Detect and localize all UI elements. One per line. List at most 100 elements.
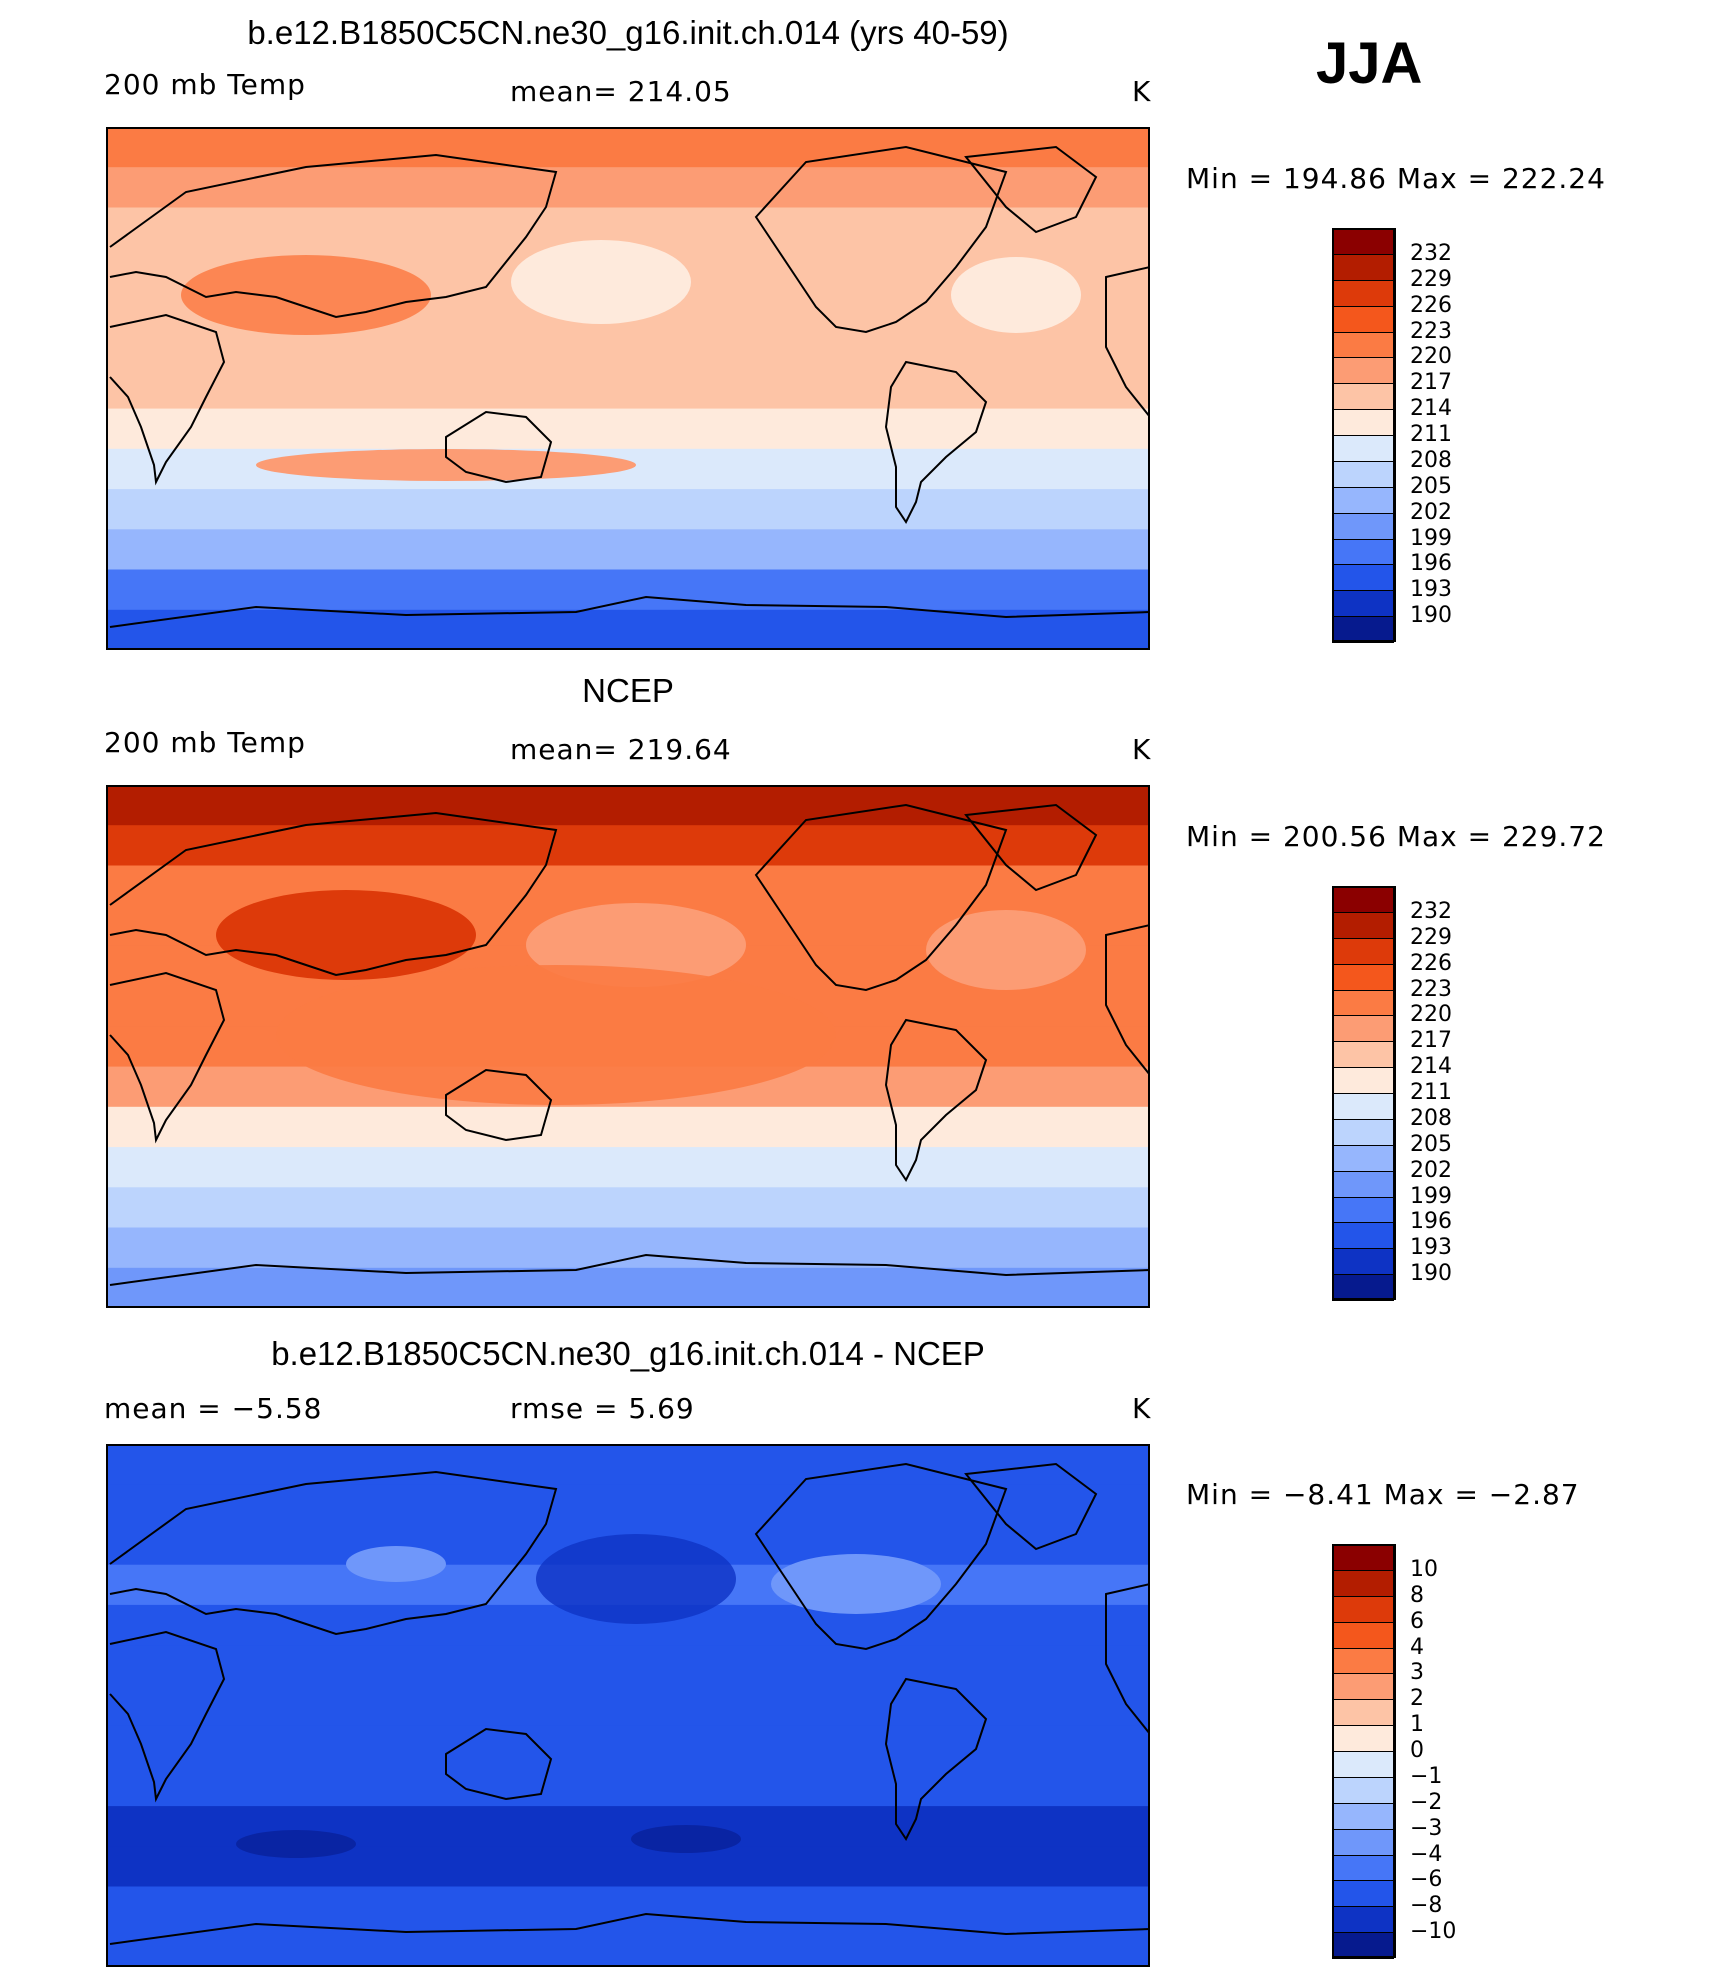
colorbar-swatch [1332,989,1394,1017]
coast-antarctica [109,1912,1150,1945]
colorbar-swatch [1332,1015,1394,1043]
colorbar-tick-label: 199 [1410,525,1452,551]
lat-band [106,408,1150,450]
colorbar-swatch [1332,1854,1394,1882]
coast-south-america [884,1677,988,1841]
colorbar-swatch [1332,331,1394,359]
colorbar-swatch [1332,1544,1394,1571]
lat-band [106,529,1150,571]
colorbar-tick-label: 202 [1410,1157,1452,1183]
colorbar-tick-label: 229 [1410,266,1452,292]
panel-3-map [106,1444,1150,1967]
colorbar-tick-label: 0 [1410,1738,1424,1763]
coast-africa [109,1630,226,1803]
coast-australia [445,1068,553,1142]
colorbar-swatch [1332,538,1394,566]
colorbar-swatch [1332,435,1394,462]
lat-band [106,785,1150,827]
colorbar-tick-label: 220 [1410,344,1452,370]
lat-band [106,1886,1150,1928]
panel-2-map [106,785,1150,1308]
colorbar-tick-label: −4 [1410,1841,1443,1867]
coast-africa [109,971,226,1144]
panel-2-frame [106,785,1150,1308]
lat-band [106,328,1150,370]
colorbar-tick-label: 193 [1410,1235,1452,1261]
lat-band [106,1926,1150,1967]
colorbar-swatch [1332,1802,1394,1830]
colorbar-tick-label: 223 [1410,318,1452,344]
colorbar-tick-label: 211 [1410,1080,1452,1105]
lat-band [106,1645,1150,1687]
south-dark-blob-1 [236,1830,356,1858]
lat-band [106,1685,1150,1727]
lat-band [106,167,1150,209]
lat-band [106,1187,1150,1229]
north-america-light-blob [771,1554,941,1614]
colorbar-tick-label: 2 [1410,1686,1424,1712]
coast-antarctica [109,595,1150,628]
atlantic-cool-region [951,257,1081,333]
indo-pacific-warm-region [276,965,836,1105]
panel-3-minmax: Min = −8.41 Max = −2.87 [1186,1478,1580,1511]
coast-africa-east [1105,923,1150,1077]
season-label: JJA [1316,31,1423,96]
panel-1-minmax: Min = 194.86 Max = 222.24 [1186,162,1606,195]
colorbar-swatch [1332,279,1394,307]
coast-south-america [884,360,988,524]
colorbar-swatch [1332,305,1394,333]
panel-2-minmax: Min = 200.56 Max = 229.72 [1186,820,1606,853]
south-dark-blob-2 [631,1825,741,1853]
colorbar-tick-label: 217 [1410,1028,1452,1054]
colorbar-tick-label: 4 [1410,1634,1424,1660]
coast-north-america [754,145,1008,334]
colorbar-tick-label: 3 [1410,1660,1424,1686]
colorbar-swatch [1332,228,1394,255]
lat-band [106,1147,1150,1189]
colorbar-tick-label: 208 [1410,1105,1452,1131]
panel-3-map-svg [106,1444,1150,1967]
colorbar-swatch [1332,1196,1394,1224]
colorbar-tick-label: 220 [1410,1002,1452,1028]
coast-eurasia [109,811,558,977]
colorbar-swatch [1332,1699,1394,1727]
colorbar-swatch [1332,1222,1394,1250]
lat-band [106,1227,1150,1269]
panel-3-units-label: K [1132,1392,1152,1425]
colorbar-swatch [1332,253,1394,281]
panel-1-units-label: K [1132,75,1152,108]
colorbar-swatch [1332,1041,1394,1069]
colorbar-tick-label: 217 [1410,370,1452,396]
colorbar-tick-label: 190 [1410,603,1452,629]
colorbar-swatch [1332,1093,1394,1120]
lat-band [106,1267,1150,1308]
colorbar-swatch [1332,1248,1394,1276]
colorbar-tick-label: 226 [1410,950,1452,976]
lat-band [106,1765,1150,1807]
pacific-cool-region [511,240,691,324]
coast-north-america [754,1462,1008,1651]
pacific-dark-blob [536,1534,736,1624]
colorbar-swatch [1332,1906,1394,1934]
colorbar-tick-label: −8 [1410,1893,1443,1919]
lat-band [106,825,1150,867]
colorbar-tick-label: 196 [1410,1209,1452,1235]
panel-1-coastlines [109,145,1150,628]
colorbar-tick-label: 232 [1410,240,1452,266]
panel-3-features [236,1534,941,1858]
coast-south-america [884,1018,988,1182]
colorbar-swatch [1332,409,1394,436]
colorbar-swatch [1332,1725,1394,1752]
panel-1-mean-label: mean= 214.05 [510,75,732,108]
panel-2-colorbar: 232 229 226 223 220 217 214 211 208 205 202 199 196 1… [1332,886,1452,1301]
colorbar-swatch [1332,564,1394,592]
colorbar-swatch [1332,1828,1394,1856]
colorbar-swatch [1332,1932,1394,1959]
colorbar-tick-label: 10 [1410,1556,1438,1582]
lat-band [106,609,1150,650]
coast-eurasia [109,153,558,319]
colorbar-tick-label: 199 [1410,1183,1452,1209]
colorbar-swatch [1332,486,1394,514]
colorbar-swatch [1332,357,1394,385]
colorbar-tick-label: 214 [1410,396,1452,422]
